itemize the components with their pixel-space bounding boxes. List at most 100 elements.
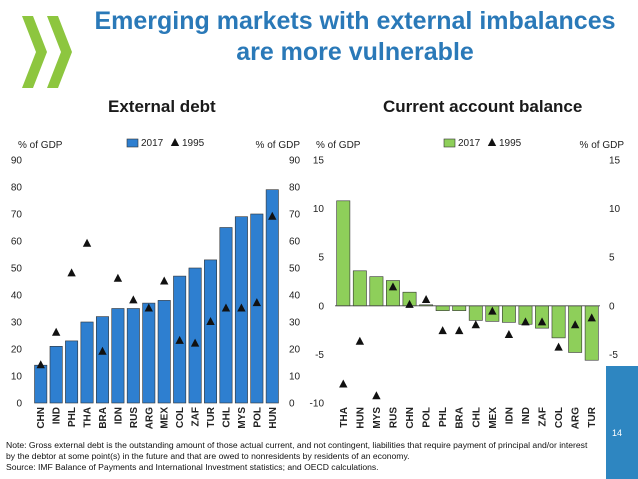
- debt-bar-tha: [80, 321, 94, 404]
- cab-marker-1995-tha: [339, 379, 348, 388]
- cab-xtick-rus: RUS: [388, 407, 399, 428]
- debt-ytick-left: 0: [16, 399, 22, 410]
- debt-bar-hun: [265, 189, 279, 404]
- cab-ylabel-right: % of GDP: [580, 140, 625, 151]
- debt-ytick-left: 70: [11, 210, 23, 221]
- debt-marker-1995-chl: [221, 303, 231, 312]
- debt-ytick-right: 20: [289, 345, 301, 356]
- debt-ytick-left: 90: [11, 156, 23, 167]
- debt-marker-1995-idn: [113, 273, 123, 282]
- cab-xtick-mys: MYS: [372, 407, 383, 429]
- debt-marker-1995-col: [175, 335, 184, 344]
- debt-ytick-right: 50: [289, 264, 301, 275]
- debt-marker-1995-bra: [98, 346, 107, 355]
- oecd-logo: [22, 16, 72, 88]
- cab-legend-label-2017: 2017: [458, 138, 481, 149]
- debt-xtick-hun: HUN: [268, 407, 279, 429]
- cab-marker-1995-ind: [521, 317, 530, 326]
- subtitle-current-account: Current account balance: [383, 97, 583, 116]
- debt-xtick-mex: MEX: [160, 407, 171, 429]
- cab-marker-1995-phl: [438, 326, 447, 335]
- debt-xtick-col: COL: [175, 407, 186, 428]
- debt-xtick-pol: POL: [252, 407, 263, 428]
- cab-xtick-ind: IND: [521, 407, 532, 424]
- debt-bar-pol: [250, 213, 264, 404]
- page-number-box: 14: [606, 366, 638, 479]
- page-number: 14: [612, 428, 623, 438]
- debt-xtick-chl: CHL: [221, 407, 232, 428]
- page-title: Emerging markets with external imbalance…: [80, 6, 630, 68]
- cab-bar-phl: [435, 305, 450, 311]
- debt-marker-1995-arg: [144, 303, 153, 312]
- cab-bar-idn: [501, 305, 516, 323]
- debt-marker-1995-chn: [36, 360, 45, 369]
- cab-marker-1995-rus: [388, 282, 398, 291]
- debt-marker-1995-pol: [252, 298, 262, 307]
- cab-ytick-right: 15: [609, 156, 621, 167]
- cab-ytick-right: 5: [609, 253, 615, 264]
- cab-xtick-pol: POL: [422, 407, 433, 428]
- cab-marker-1995-chn: [405, 299, 414, 308]
- debt-bar-rus: [126, 308, 140, 404]
- debt-xtick-zaf: ZAF: [191, 407, 202, 426]
- debt-marker-1995-mex: [160, 276, 169, 285]
- cab-ytick-left: 0: [318, 301, 324, 312]
- debt-ytick-right: 0: [289, 399, 295, 410]
- logo-chevron-2: [47, 16, 72, 88]
- cab-ytick-left: 5: [318, 253, 324, 264]
- cab-bar-arg: [568, 305, 583, 353]
- debt-marker-1995-tha: [82, 238, 92, 247]
- debt-bar-arg: [142, 302, 156, 404]
- cab-xtick-zaf: ZAF: [538, 407, 549, 426]
- cab-marker-1995-idn: [504, 329, 514, 338]
- debt-ylabel-right: % of GDP: [256, 140, 301, 151]
- external-debt-chart: 2017 1995 % of GDP % of GDP 0 0 10 10 20 20 30 30 40…: [11, 138, 301, 429]
- cab-legend-label-1995: 1995: [499, 138, 522, 149]
- debt-marker-1995-zaf: [190, 338, 200, 347]
- debt-xtick-mys: MYS: [237, 407, 248, 429]
- cab-marker-1995-arg: [570, 320, 580, 329]
- cab-xtick-idn: IDN: [504, 407, 515, 424]
- page-title-line-1: Emerging markets with external imbalance…: [94, 7, 616, 35]
- debt-xtick-ind: IND: [52, 407, 63, 424]
- debt-ytick-right: 80: [289, 183, 301, 194]
- debt-xtick-idn: IDN: [113, 407, 124, 424]
- cab-xtick-phl: PHL: [438, 407, 449, 427]
- debt-ytick-left: 10: [11, 372, 23, 383]
- debt-marker-1995-hun: [268, 211, 277, 220]
- debt-xtick-bra: BRA: [98, 407, 109, 429]
- cab-bar-tha: [336, 200, 351, 307]
- cab-ytick-left: -10: [310, 399, 325, 410]
- footnote: Note: Gross external debt is the outstan…: [6, 440, 596, 473]
- debt-legend-label-1995: 1995: [182, 138, 205, 149]
- cab-ytick-right: 10: [609, 204, 621, 215]
- cab-xtick-bra: BRA: [455, 407, 466, 429]
- page-title-line-2: are more vulnerable: [236, 38, 474, 66]
- debt-bar-zaf: [188, 267, 202, 404]
- logo-chevron-1: [22, 16, 47, 88]
- debt-ytick-right: 30: [289, 318, 301, 329]
- debt-bar-bra: [95, 316, 109, 404]
- cab-legend-swatch-2017: [443, 138, 456, 148]
- cab-legend-marker-1995: [487, 138, 497, 146]
- debt-marker-1995-tur: [206, 317, 215, 325]
- debt-bar-phl: [65, 340, 79, 404]
- debt-ytick-left: 40: [11, 291, 23, 302]
- cab-xtick-mex: MEX: [488, 407, 499, 429]
- cab-xtick-tha: THA: [339, 407, 350, 428]
- debt-ytick-left: 50: [11, 264, 23, 275]
- debt-marker-1995-phl: [67, 268, 76, 277]
- cab-xtick-chn: CHN: [405, 407, 416, 429]
- debt-ytick-left: 20: [11, 345, 23, 356]
- debt-ytick-right: 60: [289, 237, 301, 248]
- cab-marker-1995-col: [554, 342, 563, 351]
- cab-marker-1995-hun: [355, 336, 365, 345]
- cab-xtick-chl: CHL: [471, 407, 482, 428]
- debt-legend-label-2017: 2017: [141, 138, 164, 149]
- debt-bar-idn: [111, 308, 125, 404]
- debt-ytick-right: 10: [289, 372, 301, 383]
- debt-marker-1995-ind: [51, 327, 61, 336]
- debt-bar-mex: [157, 300, 171, 404]
- cab-bar-bra: [452, 305, 467, 311]
- debt-xtick-arg: ARG: [144, 407, 155, 429]
